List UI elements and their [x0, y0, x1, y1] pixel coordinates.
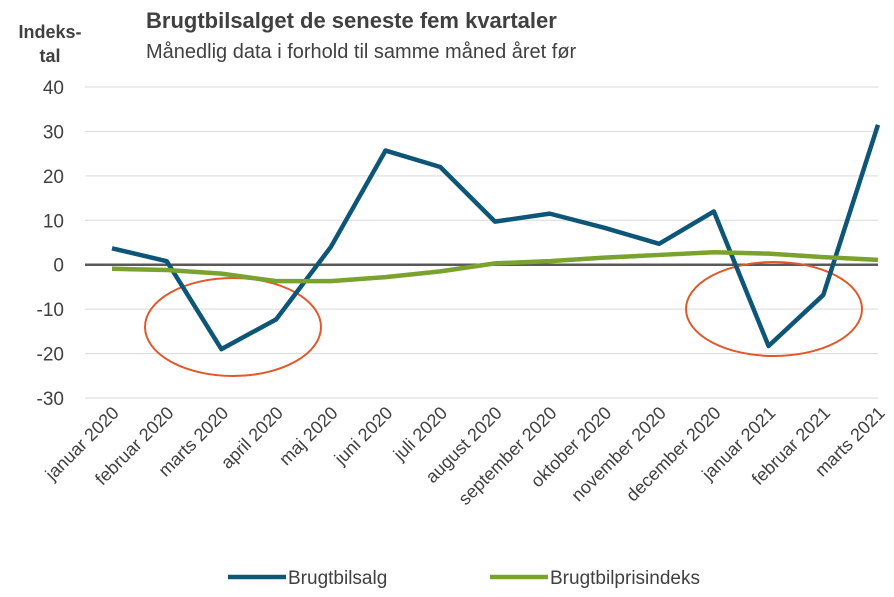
highlight-ellipse: [144, 277, 322, 377]
y-tick-label: 40: [43, 78, 64, 99]
y-axis-label: Indeks-: [18, 22, 81, 42]
x-tick-label: november 2020: [567, 403, 670, 506]
legend-label: Brugtbilsalg: [288, 568, 387, 589]
y-tick-label: 10: [43, 211, 64, 232]
y-tick-label: 30: [43, 122, 64, 143]
chart-title: Brugtbilsalget de seneste fem kvartaler: [146, 8, 557, 33]
series-line: [111, 250, 879, 284]
y-axis-label: tal: [39, 46, 60, 66]
x-tick-label: december 2020: [622, 403, 725, 506]
legend-label: Brugtbilprisindeks: [550, 568, 700, 589]
chart-subtitle: Månedlig data i forhold til samme måned …: [146, 41, 577, 63]
y-tick-label: 20: [43, 167, 64, 188]
y-tick-label: -10: [37, 300, 64, 321]
series-line: [111, 124, 881, 352]
y-tick-label: 0: [53, 256, 64, 277]
y-tick-label: -30: [37, 389, 64, 410]
highlight-ellipse: [685, 261, 863, 357]
y-tick-label: -20: [37, 345, 64, 366]
x-tick-label: september 2020: [454, 403, 560, 509]
x-tick-label: juni 2020: [330, 403, 397, 470]
x-tick-label: maj 2020: [275, 403, 342, 470]
